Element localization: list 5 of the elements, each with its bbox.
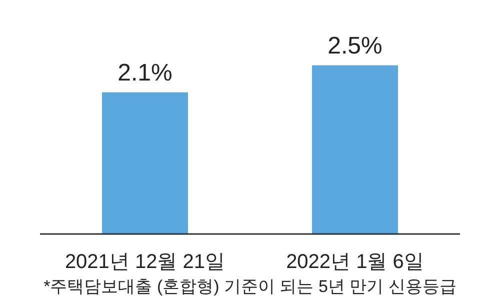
x-tick-label: 2022년 1월 6일 — [286, 251, 424, 273]
x-tick-label: 2021년 12월 21일 — [64, 251, 226, 273]
data-label: 2.1% — [118, 59, 172, 86]
text: *주택담보대출 (혼합형) 기준이 되는 5년 만기 신용등급 — [44, 277, 456, 296]
data-label: 2.5% — [328, 32, 382, 60]
